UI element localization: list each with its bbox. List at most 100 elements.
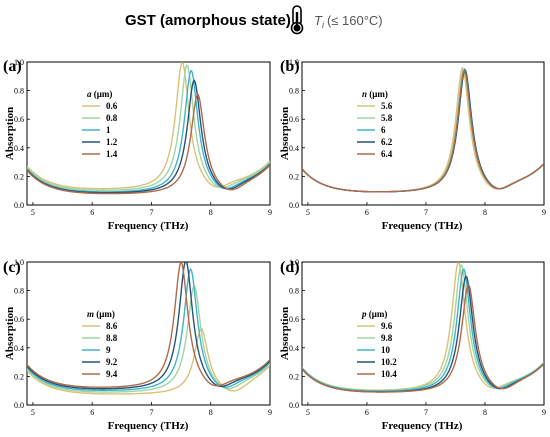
x-tick-label: 5 [31,408,35,417]
y-tick-label: 1.0 [289,58,299,67]
series-line-10 [302,268,544,392]
x-tick-label: 6 [90,408,94,417]
chart-panel-b: (b) 5 6 7 8 9 0.0 0.2 0.4 0.6 0.8 1.0 Frequency (THz… [279,58,546,232]
series-line-9.6 [302,262,544,391]
series-line-9.2 [27,262,270,390]
y-tick-label: 0.0 [289,201,299,210]
legend-entry: 0.8 [106,113,118,123]
chart-panel-c: (c) 5 6 7 8 9 0.0 0.2 0.4 0.6 0.8 1.0 Frequency (THz… [3,258,272,432]
legend-entry: 9.6 [381,321,393,331]
y-tick-label: 0.4 [14,144,24,153]
y-tick-label: 0.8 [14,87,24,96]
header-temp-condition: (≤ 160°C) [327,13,383,28]
x-tick-label: 5 [31,208,35,217]
panel-label: (d) [280,259,300,276]
header-title: GST (amorphous state) [125,12,291,29]
legend-entry: 6.4 [381,149,393,159]
legend-title: m (μm) [87,309,115,319]
y-axis-label: Absorption [279,107,291,160]
y-tick-label: 0.8 [14,287,24,296]
series-line-1.4 [27,93,270,195]
plot-frame [301,261,545,406]
x-tick-label: 9 [542,208,546,217]
legend-entry: 9.8 [381,333,393,343]
legend-title: p (μm) [361,309,387,319]
series-line-6 [302,67,544,193]
y-tick-label: 0.8 [289,87,299,96]
series-line-5.8 [302,68,544,193]
legend-entry: 5.6 [381,101,393,111]
y-tick-label: 0.6 [14,115,24,124]
legend-entry: 5.8 [381,113,393,123]
panel-label: (a) [3,58,22,75]
header-temp-symbol: T [314,13,323,28]
series-line-1.2 [27,79,270,194]
series-line-8.6 [27,327,270,395]
series-line-9 [27,267,270,392]
y-tick-label: 0.0 [289,401,299,410]
x-tick-label: 9 [268,408,272,417]
x-tick-label: 7 [149,408,153,417]
legend: n (μm) 5.6 5.8 6 6.2 6.4 [357,89,393,159]
series-line-10.2 [302,275,544,393]
series-line-0.6 [27,62,270,190]
x-axis-label: Frequency (THz) [382,220,463,232]
legend-title: a (μm) [87,89,112,99]
plot-frame [301,61,545,206]
y-tick-label: 0.6 [289,115,299,124]
legend-entry: 1.4 [106,149,118,159]
y-tick-label: 1.0 [14,258,24,267]
x-tick-label: 7 [149,208,153,217]
chart-panel-a: (a) 5 6 7 8 9 0.0 0.2 0.4 0.6 0.8 1.0 Frequency (THz… [3,58,272,232]
x-tick-label: 9 [542,408,546,417]
x-tick-label: 6 [365,208,369,217]
legend-entry: 9 [106,345,111,355]
legend: a (μm) 0.6 0.8 1 1.2 1.4 [82,89,118,159]
y-tick-label: 0.4 [289,344,299,353]
header-temp-subscript: i [322,20,325,30]
legend-entry: 6.2 [381,137,393,147]
chart-panel-d: (d) 5 6 7 8 9 0.0 0.2 0.4 0.6 0.8 1.0 Frequency (THz… [279,258,546,432]
x-axis-label: Frequency (THz) [108,420,189,432]
x-tick-label: 9 [268,208,272,217]
legend: p (μm) 9.6 9.8 10 10.2 10.4 [357,309,397,379]
plot-frame [26,261,271,406]
y-tick-label: 0.4 [14,344,24,353]
y-axis-label: Absorption [4,307,16,360]
thermometer-icon [290,5,304,35]
y-tick-label: 0.0 [14,201,24,210]
y-axis-label: Absorption [279,307,291,360]
series-line-0.8 [27,63,270,191]
plot-frame [26,61,271,206]
legend-entry: 8.6 [106,321,118,331]
x-axis-label: Frequency (THz) [108,220,189,232]
y-tick-label: 0.6 [289,315,299,324]
legend-title: n (μm) [362,89,388,99]
figure-header: GST (amorphous state) Ti (≤ 160°C) [125,5,383,35]
y-tick-label: 0.0 [14,401,24,410]
y-tick-label: 0.2 [14,372,24,381]
y-tick-label: 0.2 [289,372,299,381]
legend-entry: 9.2 [106,357,118,367]
series-line-8.8 [27,285,270,393]
series-line-10.4 [302,283,544,393]
x-tick-label: 7 [424,408,428,417]
y-tick-label: 0.4 [289,144,299,153]
series-line-9.8 [302,263,544,391]
y-tick-label: 0.2 [289,172,299,181]
x-tick-label: 6 [365,408,369,417]
panel-label: (b) [280,58,300,75]
series-line-9.4 [27,262,270,388]
x-tick-label: 7 [424,208,428,217]
y-axis-label: Absorption [4,107,16,160]
header-temperature: Ti (≤ 160°C) [314,13,383,30]
y-tick-label: 0.2 [14,172,24,181]
x-axis-label: Frequency (THz) [382,420,463,432]
legend-entry: 0.6 [106,101,118,111]
x-tick-label: 8 [209,408,213,417]
legend-entry: 10.4 [381,369,397,379]
x-tick-label: 8 [483,408,487,417]
x-tick-label: 5 [306,408,310,417]
series-line-6.2 [302,69,544,193]
legend-entry: 10.2 [381,357,397,367]
